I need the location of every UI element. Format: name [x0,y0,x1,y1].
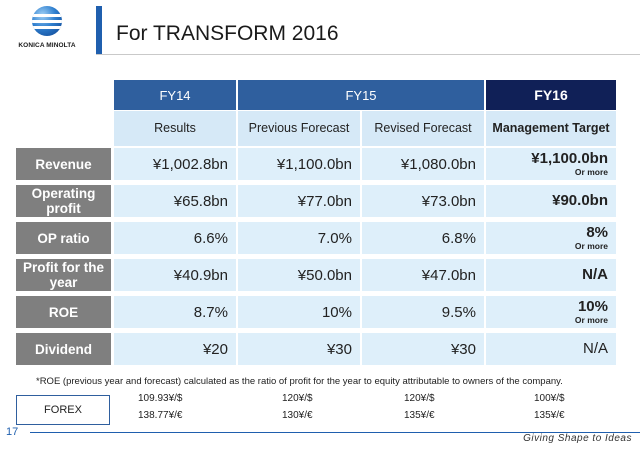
cell-roe-target: 10% Or more [486,296,616,328]
cell-op-profit-previous: ¥77.0bn [238,185,360,217]
cell-roe-previous: 10% [238,296,360,328]
target-value: ¥90.0bn [552,192,608,209]
target-value: N/A [582,266,608,283]
forex-usd-fy14: 109.93¥/$ [138,393,183,404]
forex-eur-target: 135¥/€ [534,410,565,421]
cell-dividend-target: N/A [486,333,616,365]
footer-tagline: Giving Shape to Ideas [523,433,632,444]
forex-label-box: FOREX [16,395,110,425]
page-number: 17 [6,426,19,438]
forex-eur-fy14: 138.77¥/€ [138,410,183,421]
forex-usd-revised: 120¥/$ [404,393,435,404]
target-value: ¥1,100.0bn [531,150,608,167]
header-fy16: FY16 [486,80,616,110]
forex-usd-previous: 120¥/$ [282,393,313,404]
title-divider [96,54,640,55]
subheader-revised-forecast: Revised Forecast [362,111,484,146]
cell-dividend-revised: ¥30 [362,333,484,365]
cell-profit-previous: ¥50.0bn [238,259,360,291]
subheader-results: Results [114,111,236,146]
row-label-op-ratio: OP ratio [16,222,111,254]
cell-op-ratio-previous: 7.0% [238,222,360,254]
cell-op-profit-revised: ¥73.0bn [362,185,484,217]
globe-logo-icon [32,6,62,36]
cell-profit-results: ¥40.9bn [114,259,236,291]
cell-op-ratio-target: 8% Or more [486,222,616,254]
logo-text: KONICA MINOLTA [18,42,76,49]
cell-revenue-results: ¥1,002.8bn [114,148,236,180]
company-logo: KONICA MINOLTA [8,6,86,58]
cell-roe-revised: 9.5% [362,296,484,328]
cell-op-profit-results: ¥65.8bn [114,185,236,217]
cell-revenue-target: ¥1,100.0bn Or more [486,148,616,180]
target-note: Or more [574,241,608,251]
cell-op-profit-target: ¥90.0bn [486,185,616,217]
header-fy15: FY15 [238,80,484,110]
forex-usd-target: 100¥/$ [534,393,565,404]
cell-op-ratio-revised: 6.8% [362,222,484,254]
target-value: N/A [582,340,608,357]
forex-eur-revised: 135¥/€ [404,410,435,421]
target-note: Or more [574,167,608,177]
cell-dividend-previous: ¥30 [238,333,360,365]
cell-revenue-previous: ¥1,100.0bn [238,148,360,180]
row-label-profit-for-year: Profit for the year [16,259,111,291]
row-label-revenue: Revenue [16,148,111,180]
target-value: 10% [577,298,608,315]
title-accent-bar [96,6,102,54]
target-note: Or more [574,315,608,325]
cell-profit-target: N/A [486,259,616,291]
cell-revenue-revised: ¥1,080.0bn [362,148,484,180]
cell-roe-results: 8.7% [114,296,236,328]
cell-op-ratio-results: 6.6% [114,222,236,254]
header-fy14: FY14 [114,80,236,110]
cell-profit-revised: ¥47.0bn [362,259,484,291]
target-value: 8% [586,224,608,241]
forex-eur-previous: 130¥/€ [282,410,313,421]
footer-divider [30,432,640,433]
cell-dividend-results: ¥20 [114,333,236,365]
row-label-operating-profit: Operating profit [16,185,111,217]
row-label-roe: ROE [16,296,111,328]
row-label-dividend: Dividend [16,333,111,365]
page-title: For TRANSFORM 2016 [116,22,339,45]
subheader-previous-forecast: Previous Forecast [238,111,360,146]
subheader-management-target: Management Target [486,111,616,146]
roe-footnote: *ROE (previous year and forecast) calcul… [36,376,563,387]
